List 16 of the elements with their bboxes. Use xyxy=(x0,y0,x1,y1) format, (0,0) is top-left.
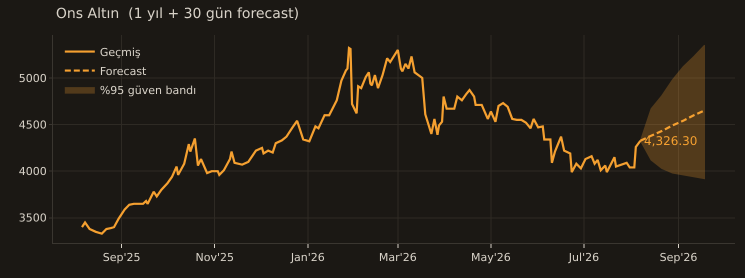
x-tick-label: Sep'26 xyxy=(660,251,698,264)
legend-label: Forecast xyxy=(100,64,148,78)
y-tick-label: 4500 xyxy=(18,118,47,132)
y-tick-label: 3500 xyxy=(18,212,47,225)
x-tick-label: Jul'26 xyxy=(568,251,600,264)
annotation: 4,326.30 xyxy=(644,134,698,148)
legend-label: Geçmiş xyxy=(100,46,141,59)
x-tick-label: Mar'26 xyxy=(378,251,417,264)
x-tick-label: Sep'25 xyxy=(102,251,141,264)
x-tick-label: Jan'26 xyxy=(290,251,325,264)
annotation: %95 güven bandı xyxy=(100,84,196,97)
x-tick-label: Nov'25 xyxy=(195,251,234,264)
y-tick-label: 4000 xyxy=(18,165,47,178)
chart-title: Ons Altın (1 yıl + 30 gün forecast) xyxy=(56,6,300,22)
x-tick-label: May'26 xyxy=(470,251,511,264)
y-tick-label: 5000 xyxy=(18,72,47,85)
